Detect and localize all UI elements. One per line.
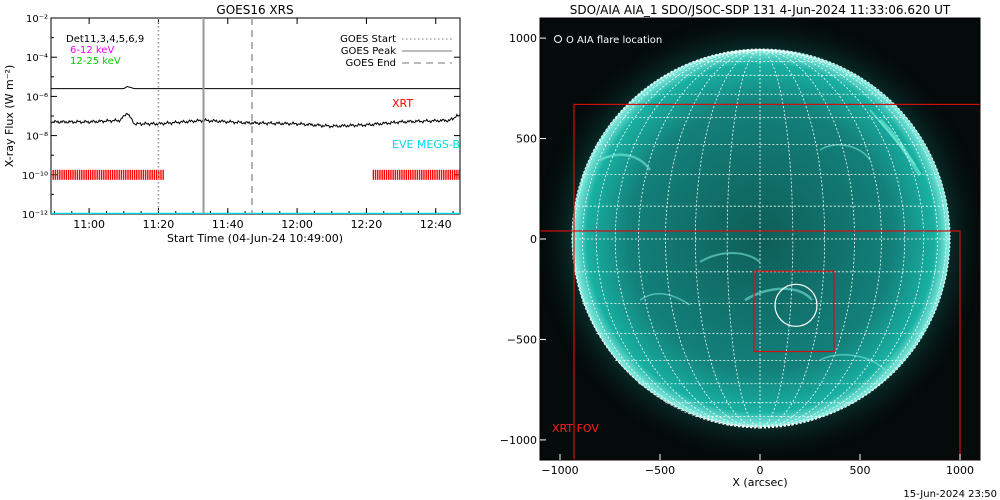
goes-y-tick-label: 10⁻⁸ — [26, 132, 48, 143]
goes-x-axis-label: Start Time (04-Jun-24 10:49:00) — [167, 232, 343, 245]
aia-flare-legend: O AIA flare location — [554, 35, 662, 46]
aia-panel: SDO/AIA AIA_1 SDO/JSOC-SDP 131 4-Jun-202… — [500, 3, 997, 500]
aia-x-axis-label: X (arcsec) — [732, 476, 787, 489]
goes-y-tick-label: 10⁻⁶ — [26, 92, 48, 103]
legend-goes-end-label: GOES End — [346, 58, 396, 69]
longitude-line — [759, 49, 906, 429]
aia-x-tick-label: −500 — [645, 464, 675, 477]
footer-timestamp: 15-Jun-2024 23:50 — [903, 489, 997, 500]
longitude-line — [726, 49, 761, 429]
aia-title: SDO/AIA AIA_1 SDO/JSOC-SDP 131 4-Jun-202… — [570, 3, 951, 17]
solar-limb — [571, 48, 951, 428]
goes-title: GOES16 XRS — [216, 3, 293, 17]
aia-y-tick-label: −500 — [507, 333, 537, 346]
aia-y-tick-label: −1000 — [500, 434, 537, 447]
goes-flux-series — [51, 112, 460, 129]
aia-axes: −1000 −500 0 500 1000 1000 500 0 −500 −1000 — [500, 32, 974, 477]
fov-box — [753, 270, 835, 353]
fov-boxes — [540, 103, 980, 460]
legend-12-25-kev: 12-25 keV — [70, 56, 121, 67]
legend-6-12-kev: 6-12 keV — [70, 45, 114, 56]
aia-y-tick-label: 1000 — [509, 32, 537, 45]
goes-y-axis-label: X-ray Flux (W m⁻²) — [3, 65, 16, 167]
flare-legend-label: O AIA flare location — [566, 35, 662, 46]
fov-box — [573, 103, 980, 460]
longitude-line — [759, 49, 939, 429]
longitude-line — [759, 49, 925, 429]
label-eve-megs-b: EVE MEGS-B — [392, 138, 460, 151]
aia-x-tick-label: −1000 — [541, 464, 578, 477]
aia-y-tick-label: 500 — [516, 133, 537, 146]
aia-flare-location-circle — [774, 283, 818, 327]
goes-flux-series — [51, 85, 460, 90]
goes-y-tick-label: 10⁻⁴ — [26, 53, 48, 64]
label-xrt: XRT — [392, 97, 413, 110]
goes-y-tick-label: 10⁻¹⁰ — [22, 171, 48, 182]
solar-disk — [572, 49, 950, 427]
goes-event-lines — [157, 18, 253, 214]
aia-x-tick-label: 0 — [757, 464, 764, 477]
heliographic-grid — [571, 49, 949, 429]
goes-x-tick-label: 11:20 — [143, 218, 175, 231]
flare-markers — [774, 283, 818, 327]
goes-x-tick-label: 12:20 — [351, 218, 383, 231]
goes-series-group — [51, 85, 460, 214]
longitude-line — [581, 49, 761, 429]
goes-x-tick-label: 11:40 — [212, 218, 244, 231]
goes-x-tick-label: 11:00 — [73, 218, 105, 231]
goes-y-tick-label: 10⁻² — [26, 14, 48, 25]
aia-y-tick-label: 0 — [530, 233, 537, 246]
aia-x-tick-label: 1000 — [946, 464, 974, 477]
goes-x-tick-label: 12:00 — [281, 218, 313, 231]
longitude-line — [614, 49, 761, 429]
longitude-line — [573, 49, 761, 429]
goes-y-tick-label: 10⁻¹² — [22, 210, 48, 221]
flare-legend-symbol — [554, 35, 562, 43]
legend-goes-peak-label: GOES Peak — [341, 46, 396, 57]
legend-goes-start-label: GOES Start — [340, 34, 396, 45]
goes-x-tick-label: 12:40 — [420, 218, 452, 231]
longitude-line — [759, 49, 794, 429]
goes-panel: GOES16 XRS 10⁻¹² 10⁻¹⁰ 10⁻⁸ 10⁻⁶ 10⁻⁴ 10⁻² 11… — [3, 3, 461, 245]
goes-x-axis: 11:00 11:20 11:40 12:00 12:20 12:40 — [53, 18, 454, 231]
longitude-line — [665, 49, 761, 429]
longitude-line — [759, 49, 855, 429]
xrt-fov-label: XRT FOV — [552, 422, 599, 435]
goes-y-axis: 10⁻¹² 10⁻¹⁰ 10⁻⁸ 10⁻⁶ 10⁻⁴ 10⁻² — [22, 14, 460, 221]
legend-detectors: Det11,3,4,5,6,9 — [66, 34, 144, 45]
longitude-line — [595, 49, 761, 429]
aia-x-tick-label: 500 — [850, 464, 871, 477]
xrt-fov-box — [540, 230, 961, 460]
goes-event-legend: GOES Start GOES Peak GOES End — [340, 34, 452, 69]
